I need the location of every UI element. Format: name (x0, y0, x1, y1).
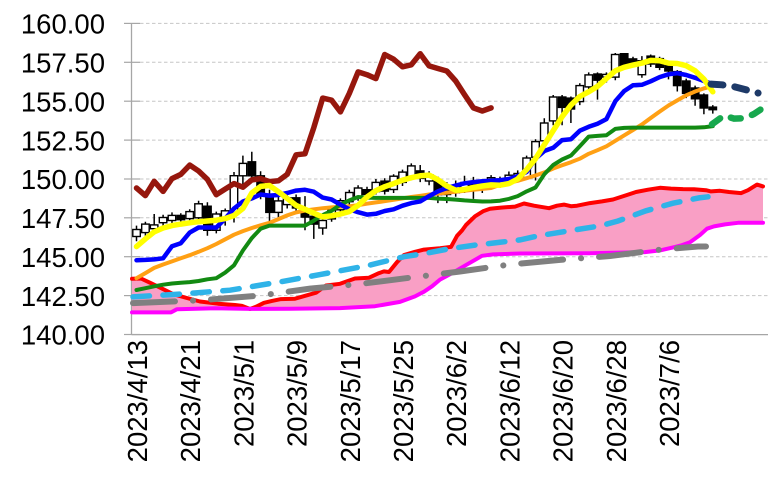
svg-text:2023/5/17: 2023/5/17 (335, 340, 366, 462)
svg-text:2023/6/20: 2023/6/20 (548, 340, 579, 462)
svg-text:140.00: 140.00 (21, 320, 105, 351)
svg-text:150.00: 150.00 (21, 164, 105, 195)
svg-text:147.50: 147.50 (21, 203, 105, 234)
svg-text:2023/5/1: 2023/5/1 (228, 340, 259, 447)
svg-text:2023/5/25: 2023/5/25 (388, 340, 419, 462)
svg-text:145.00: 145.00 (21, 242, 105, 273)
svg-text:2023/4/21: 2023/4/21 (175, 340, 206, 462)
svg-text:152.50: 152.50 (21, 125, 105, 156)
svg-text:160.00: 160.00 (21, 9, 105, 40)
svg-text:2023/6/2: 2023/6/2 (441, 340, 472, 447)
svg-text:2023/6/28: 2023/6/28 (601, 340, 632, 462)
svg-text:157.50: 157.50 (21, 48, 105, 79)
svg-text:2023/4/13: 2023/4/13 (122, 340, 153, 462)
svg-text:2023/5/9: 2023/5/9 (282, 340, 313, 447)
svg-text:2023/6/12: 2023/6/12 (494, 340, 525, 462)
svg-text:155.00: 155.00 (21, 86, 105, 117)
svg-text:2023/7/6: 2023/7/6 (654, 340, 685, 447)
svg-text:142.50: 142.50 (21, 281, 105, 312)
